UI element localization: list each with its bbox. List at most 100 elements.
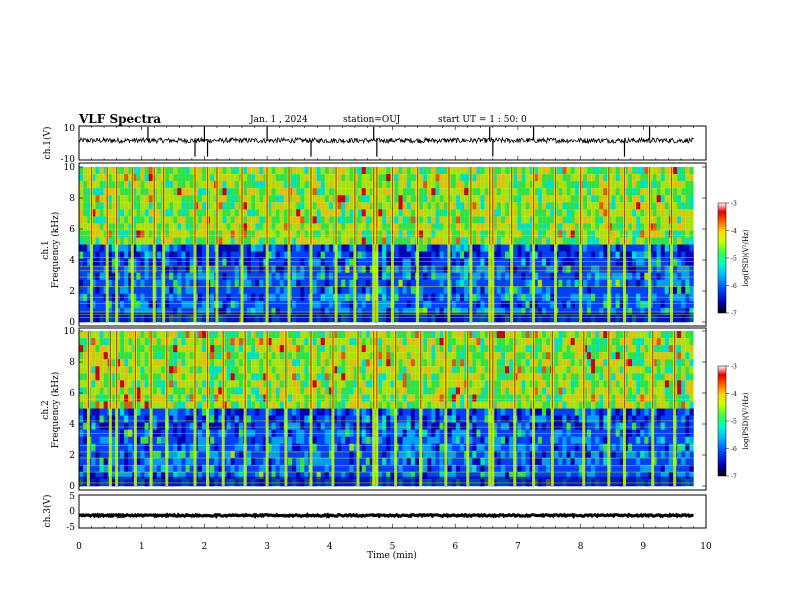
spectrogram-cell bbox=[275, 373, 281, 381]
spectrogram-cell bbox=[328, 244, 334, 252]
spectrogram-cell bbox=[521, 202, 526, 210]
spectrogram-cell bbox=[386, 300, 391, 309]
spectrogram-cell bbox=[378, 209, 383, 217]
spectrogram-cell bbox=[79, 471, 84, 480]
spectrogram-cell bbox=[267, 258, 272, 266]
spectrogram-cell bbox=[87, 307, 92, 316]
spectrogram-cell bbox=[189, 202, 195, 210]
spectrogram-cell bbox=[91, 279, 96, 288]
spectrogram-cell bbox=[603, 202, 608, 210]
spectrogram-cell bbox=[533, 188, 539, 196]
spectrogram-cell bbox=[218, 338, 223, 346]
spectrogram-cell bbox=[382, 223, 387, 231]
spectrogram-cell bbox=[582, 258, 588, 266]
spectrogram-cell bbox=[140, 265, 145, 273]
spectrogram-cell bbox=[95, 422, 100, 430]
spectrogram-cell bbox=[177, 202, 182, 210]
spectrogram-cell bbox=[267, 443, 272, 452]
spectrogram-cell bbox=[91, 464, 96, 473]
spectrogram-cell bbox=[595, 286, 600, 295]
spectrogram-cell bbox=[271, 401, 276, 409]
spectrogram-cell bbox=[95, 352, 100, 360]
ch1-ytick-bottom: -10 bbox=[61, 155, 76, 165]
spectrogram-cell bbox=[181, 352, 186, 360]
spectrogram-cell bbox=[83, 188, 88, 196]
spectrogram-cell bbox=[472, 237, 477, 245]
spectrogram-cell bbox=[115, 464, 121, 473]
spectrogram-cell bbox=[115, 380, 121, 388]
spectrogram-cell bbox=[492, 300, 498, 309]
spectrogram-cell bbox=[451, 230, 457, 238]
spectrogram-cell bbox=[320, 408, 326, 416]
spectrogram-cell bbox=[226, 464, 231, 473]
spectrogram-cell bbox=[369, 174, 375, 182]
spectrogram-cell bbox=[337, 223, 342, 231]
spectrogram-cell bbox=[599, 202, 604, 210]
spectrogram-cell bbox=[345, 181, 350, 189]
spectrogram-cell bbox=[505, 272, 510, 281]
spectrogram-cell bbox=[341, 279, 346, 288]
spectrogram-cell bbox=[247, 300, 252, 309]
spectrogram-cell bbox=[541, 237, 547, 245]
spectrogram-cell bbox=[472, 195, 477, 203]
spectrogram-cell bbox=[525, 167, 530, 175]
spectrogram-cell bbox=[685, 251, 690, 259]
spectrogram-cell bbox=[611, 230, 616, 238]
spectrogram-cell bbox=[255, 272, 260, 281]
spectrogram-cell bbox=[476, 279, 481, 288]
spectrogram-cell bbox=[619, 251, 625, 259]
spectrogram-cell bbox=[570, 286, 576, 295]
spectrogram-cell bbox=[656, 230, 662, 238]
spectrogram-cell bbox=[292, 415, 297, 423]
spectrogram-cell bbox=[439, 216, 444, 224]
spectrogram-cell bbox=[79, 300, 84, 309]
spectrogram-cell bbox=[300, 272, 305, 281]
spectrogram-cell bbox=[140, 209, 145, 217]
spectrogram-cell bbox=[595, 237, 600, 245]
spectrogram-cell bbox=[480, 244, 485, 252]
spectrogram-cell bbox=[652, 181, 657, 189]
spectrogram-cell bbox=[574, 209, 580, 217]
spectrogram-cell bbox=[124, 450, 129, 459]
spectrogram-cell bbox=[87, 167, 92, 175]
spectrogram-cell bbox=[173, 394, 178, 402]
spectrogram-cell bbox=[234, 258, 240, 266]
spectrogram-cell bbox=[210, 380, 215, 388]
spectrogram-cell bbox=[210, 366, 215, 374]
spectrogram-cell bbox=[505, 188, 510, 196]
spectrogram-cell bbox=[324, 237, 330, 245]
spectrogram-cell bbox=[394, 265, 399, 273]
spectrogram-cell bbox=[636, 300, 641, 309]
spectrogram-cell bbox=[623, 244, 629, 252]
spectrogram-cell bbox=[316, 408, 322, 416]
spectrogram-cell bbox=[83, 345, 88, 353]
spectrogram-cell bbox=[632, 300, 637, 309]
spectrogram-cell bbox=[529, 174, 535, 182]
spectrogram-cell bbox=[341, 223, 346, 231]
spectrogram-cell bbox=[619, 279, 625, 288]
spectrogram-cell bbox=[197, 422, 203, 430]
spectrogram-cell bbox=[460, 286, 465, 295]
spectrogram-cell bbox=[480, 202, 485, 210]
spectrogram-cell bbox=[562, 167, 567, 175]
spectrogram-cell bbox=[267, 174, 272, 182]
spectrogram-cell bbox=[95, 373, 100, 381]
spectrogram-cell bbox=[492, 265, 498, 273]
spectrogram-cell bbox=[251, 373, 256, 381]
spectrogram-cell bbox=[570, 300, 576, 309]
spectrogram-cell bbox=[460, 244, 465, 252]
spectrogram-cell bbox=[304, 202, 309, 210]
spectrogram-cell bbox=[181, 286, 186, 295]
spectrogram-cell bbox=[369, 307, 375, 316]
spectrogram-cell bbox=[210, 331, 215, 339]
spectrogram-cell bbox=[218, 300, 223, 309]
spectrogram-cell bbox=[316, 436, 322, 445]
spectrogram-cell bbox=[283, 216, 289, 224]
spectrogram-cell bbox=[455, 195, 461, 203]
spectrogram-cell bbox=[484, 300, 489, 309]
spectrogram-cell bbox=[521, 244, 526, 252]
spectrogram-cell bbox=[87, 216, 92, 224]
spectrogram-cell bbox=[476, 230, 481, 238]
spectrogram-cell bbox=[664, 230, 670, 238]
spectrogram-cell bbox=[111, 373, 117, 381]
